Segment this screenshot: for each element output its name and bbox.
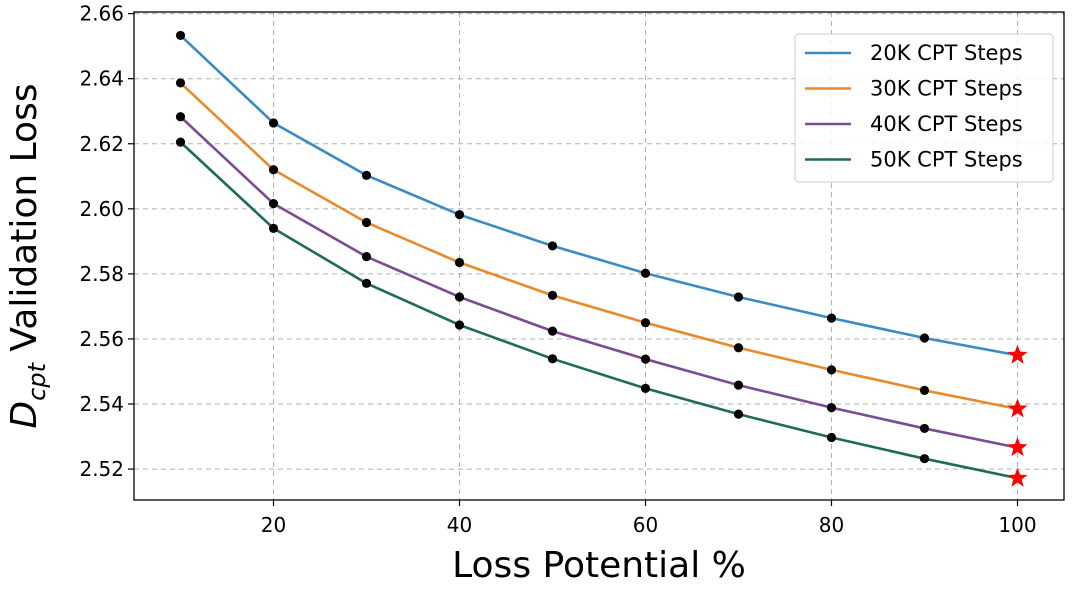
- data-point: [826, 365, 837, 375]
- final-star-marker: [1007, 467, 1028, 487]
- data-point: [733, 409, 744, 419]
- y-axis-label-main: D: [4, 401, 45, 429]
- y-tick-label: 2.58: [79, 262, 124, 286]
- data-point: [547, 241, 558, 251]
- data-markers: [175, 30, 1028, 487]
- data-point: [919, 423, 930, 434]
- data-point: [268, 165, 279, 175]
- x-tick-label: 40: [447, 513, 472, 537]
- x-axis-label: Loss Potential %: [452, 545, 746, 586]
- axis-ticks: 20 40 60 80 100 2.52 2.54 2.56 2.58 2.60 2.62 2.64 2…: [79, 2, 1036, 537]
- series-line-3: [179, 115, 1018, 449]
- series-lines: [179, 34, 1018, 480]
- data-point: [454, 292, 465, 302]
- legend-items: 20K CPT Steps 30K CPT Steps 40K CPT Steps 5…: [805, 41, 1023, 172]
- data-point: [547, 326, 558, 336]
- data-point: [733, 380, 744, 390]
- plot-frame: [133, 11, 1065, 501]
- legend-box: [794, 33, 1054, 183]
- y-axis-label: Dcpt Validation Loss: [4, 83, 51, 428]
- x-tick-label: 60: [633, 513, 658, 537]
- legend-label: 20K CPT Steps: [870, 41, 1023, 65]
- data-point: [919, 454, 930, 464]
- y-tick-label: 2.66: [79, 2, 124, 26]
- data-point: [733, 292, 744, 302]
- x-tick-label: 80: [819, 513, 844, 537]
- y-tick-label: 2.62: [79, 132, 124, 156]
- legend: 20K CPT Steps 30K CPT Steps 40K CPT Steps 5…: [794, 33, 1054, 183]
- data-point: [361, 217, 372, 228]
- data-point: [454, 210, 465, 220]
- legend-item: 30K CPT Steps: [805, 77, 1023, 101]
- data-point: [640, 383, 651, 394]
- data-point: [361, 252, 372, 262]
- data-point: [640, 354, 651, 364]
- data-point: [175, 112, 186, 122]
- legend-label: 40K CPT Steps: [870, 112, 1023, 136]
- data-point: [826, 403, 837, 413]
- legend-item: 20K CPT Steps: [805, 41, 1023, 65]
- data-point: [826, 313, 837, 323]
- final-star-marker: [1007, 398, 1028, 418]
- data-point: [268, 118, 279, 128]
- data-point: [454, 320, 465, 330]
- data-point: [175, 30, 186, 41]
- legend-label: 30K CPT Steps: [870, 77, 1023, 101]
- data-point: [547, 354, 558, 364]
- final-star-marker: [1007, 344, 1028, 364]
- data-point: [268, 223, 279, 233]
- y-tick-label: 2.54: [79, 392, 124, 416]
- legend-item: 40K CPT Steps: [805, 112, 1023, 136]
- data-point: [733, 343, 744, 353]
- x-tick-label: 100: [998, 513, 1036, 537]
- data-point: [640, 318, 651, 328]
- data-point: [361, 170, 372, 180]
- data-point: [640, 268, 651, 278]
- data-point: [826, 432, 837, 443]
- data-point: [361, 278, 372, 288]
- data-point: [175, 137, 186, 147]
- data-point: [268, 199, 279, 209]
- series-line-2: [179, 81, 1018, 411]
- series-line-1: [179, 34, 1018, 357]
- data-point: [547, 290, 558, 300]
- data-point: [919, 385, 930, 395]
- y-tick-label: 2.56: [79, 327, 124, 351]
- y-tick-label: 2.64: [79, 67, 124, 91]
- data-point: [454, 257, 465, 268]
- y-tick-label: 2.60: [79, 197, 124, 221]
- y-axis-label-rest: Validation Loss: [4, 83, 45, 363]
- y-axis-label-subscript: cpt: [23, 361, 51, 400]
- x-tick-label: 20: [261, 513, 286, 537]
- series-line-4: [179, 141, 1018, 480]
- data-point: [919, 333, 930, 343]
- y-tick-label: 2.52: [79, 457, 124, 481]
- legend-label: 50K CPT Steps: [870, 148, 1023, 172]
- final-star-marker: [1007, 437, 1028, 457]
- legend-item: 50K CPT Steps: [805, 148, 1023, 172]
- data-point: [175, 78, 186, 88]
